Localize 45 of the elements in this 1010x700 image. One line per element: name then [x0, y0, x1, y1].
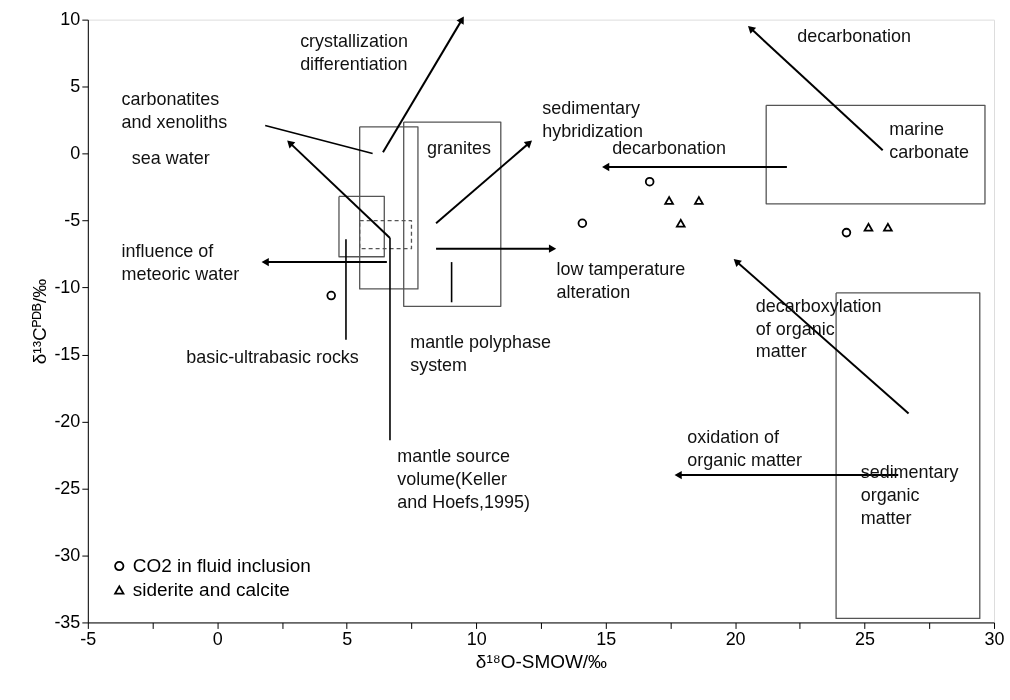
point — [326, 290, 336, 301]
annotation: low tamperature alteration — [556, 259, 686, 303]
annotation: decarbonation — [612, 138, 726, 159]
annotation: granites — [427, 138, 491, 159]
annotation: sea water — [131, 148, 210, 169]
annotation: decarbonation — [797, 25, 912, 46]
point — [841, 227, 852, 238]
y-tick-label: 10 — [60, 9, 81, 30]
annotation: mantle polyphase system — [410, 332, 551, 376]
annotation: carbonatites and xenoliths — [121, 88, 228, 132]
y-tick-label: 5 — [70, 76, 81, 97]
annotation: marine carbonate — [889, 119, 970, 163]
point — [675, 219, 686, 228]
point — [664, 196, 674, 205]
y-tick-label: -35 — [54, 611, 81, 632]
annotation: sedimentary organic matter — [860, 461, 959, 528]
legend-label: siderite and calcite — [132, 578, 290, 600]
x-tick-label: 0 — [212, 628, 223, 649]
x-tick-label: 15 — [596, 628, 617, 649]
y-tick-label: -25 — [54, 477, 81, 498]
point — [644, 176, 655, 187]
point — [577, 218, 588, 228]
annotation: influence of meteoric water — [121, 240, 240, 284]
x-tick-label: 30 — [984, 628, 1005, 649]
x-axis-title: δ¹⁸O-SMOW/‰ — [475, 650, 608, 672]
legend-label: CO2 in fluid inclusion — [132, 555, 311, 577]
y-axis-title: δ¹³Cᴾᴰᴮ/‰ — [29, 278, 51, 365]
point — [863, 223, 874, 232]
annotation: crystallization differentiation — [300, 31, 408, 74]
y-tick-label: -30 — [54, 544, 81, 565]
point — [694, 196, 704, 205]
annotation: oxidation of organic matter — [687, 426, 802, 470]
annotation: basic-ultrabasic rocks — [186, 347, 359, 368]
x-tick-label: 20 — [725, 628, 746, 649]
x-tick-label: 10 — [466, 628, 487, 649]
x-tick-label: 25 — [855, 628, 876, 649]
annotation: mantle source volume(Keller and Hoefs,1995) — [397, 446, 530, 513]
y-tick-label: 0 — [70, 143, 81, 164]
y-tick-label: -10 — [54, 277, 81, 298]
annotation: sedimentary hybridization — [542, 97, 644, 141]
x-tick-label: 5 — [342, 628, 353, 649]
y-tick-label: -15 — [54, 344, 81, 365]
y-tick-label: -5 — [64, 210, 81, 231]
y-tick-label: -20 — [54, 410, 81, 431]
point — [883, 223, 893, 232]
